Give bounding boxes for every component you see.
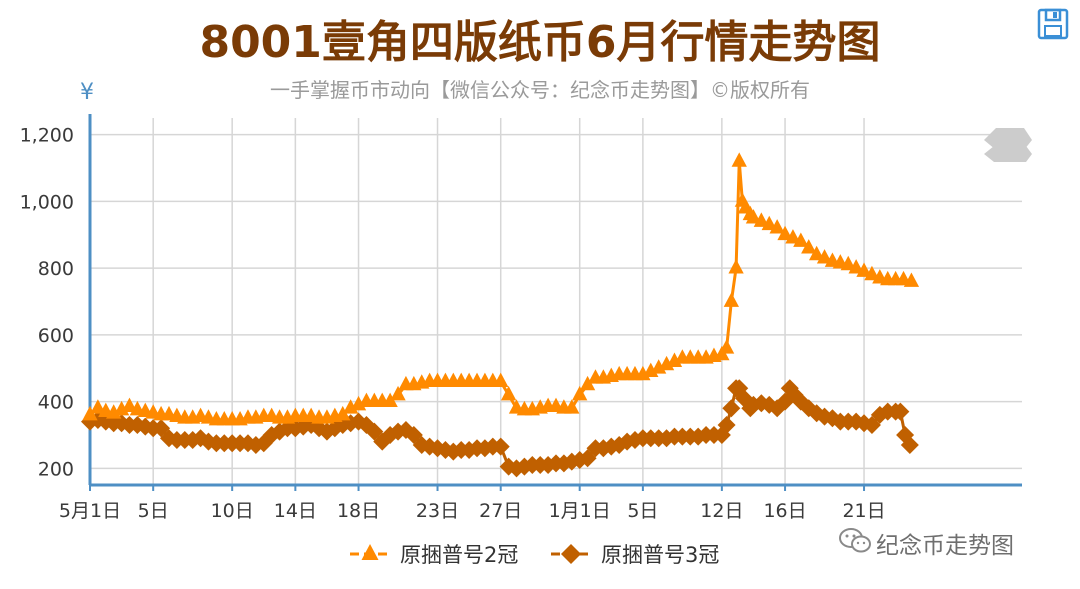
x-tick-label: 16日 xyxy=(763,500,806,522)
data-point xyxy=(808,245,825,261)
data-point xyxy=(761,215,777,231)
legend-label: 原捆普号3冠 xyxy=(601,543,719,567)
data-point xyxy=(785,229,801,244)
x-tick-label: 5日 xyxy=(627,500,658,522)
x-tick-label: 1月1日 xyxy=(549,500,611,522)
data-point xyxy=(903,272,920,287)
data-point xyxy=(769,219,785,234)
data-point xyxy=(864,265,880,281)
data-point xyxy=(816,249,833,264)
x-tick-label: 5月1日 xyxy=(59,500,121,522)
chart-grid xyxy=(89,118,1022,485)
zoom-handle-icon[interactable] xyxy=(984,128,1032,162)
y-tick-label: 200 xyxy=(38,458,74,480)
chart-title: 8001壹角四版纸币6月行情走势图 xyxy=(199,17,881,68)
data-point xyxy=(753,212,770,227)
y-axis-unit: ¥ xyxy=(80,80,94,105)
y-tick-label: 800 xyxy=(38,258,74,280)
data-point xyxy=(335,405,351,421)
x-tick-label: 10日 xyxy=(211,500,254,522)
legend-item-1[interactable]: 原捆普号2冠 xyxy=(350,543,518,567)
data-point xyxy=(493,372,509,387)
y-tick-label: 600 xyxy=(38,325,74,347)
data-point xyxy=(90,399,106,414)
series-1 xyxy=(82,152,920,426)
wechat-icon xyxy=(839,528,871,553)
chart-series xyxy=(81,152,920,478)
x-tick-label: 27日 xyxy=(479,500,522,522)
x-tick-label: 12日 xyxy=(700,500,743,522)
chart-legend: 原捆普号2冠 原捆普号3冠 xyxy=(350,543,719,567)
data-point xyxy=(722,399,741,418)
data-point xyxy=(500,385,517,401)
data-point xyxy=(82,405,98,421)
chart-axes: 200 400 600 800 1,000 1,200 5月1日 5日 10日 14日 18日 23日… xyxy=(20,114,1022,522)
data-point xyxy=(891,402,910,421)
data-point xyxy=(840,255,856,271)
data-point xyxy=(390,385,406,401)
legend-marker xyxy=(361,544,379,560)
x-tick-label: 21日 xyxy=(842,500,885,522)
data-point xyxy=(731,152,747,167)
data-point xyxy=(856,262,872,277)
series-2 xyxy=(81,379,919,478)
data-point xyxy=(848,259,864,274)
data-point xyxy=(718,339,735,354)
chart-subtitle: 一手掌握币市动向【微信公众号：纪念币走势图】©版权所有 xyxy=(270,78,810,102)
data-point xyxy=(564,399,580,414)
watermark: 纪念币走势图 xyxy=(876,533,1014,559)
data-point xyxy=(900,435,919,454)
x-tick-label: 5日 xyxy=(138,500,169,522)
x-tick-label: 23日 xyxy=(416,500,459,522)
legend-label: 原捆普号2冠 xyxy=(400,543,518,567)
data-point xyxy=(579,375,596,391)
y-tick-label: 1,000 xyxy=(20,191,74,213)
y-tick-label: 1,200 xyxy=(20,125,74,147)
x-tick-label: 18日 xyxy=(337,500,380,522)
save-icon[interactable] xyxy=(1037,8,1069,40)
legend-marker xyxy=(561,544,581,564)
data-point xyxy=(801,239,817,254)
x-tick-label: 14日 xyxy=(274,500,317,522)
data-point xyxy=(793,232,809,247)
data-point xyxy=(777,225,793,241)
data-point xyxy=(121,397,138,412)
data-point xyxy=(745,209,762,224)
data-point xyxy=(491,437,510,456)
data-point xyxy=(717,415,736,434)
data-point xyxy=(728,259,744,274)
legend-item-2[interactable]: 原捆普号3冠 xyxy=(551,543,719,567)
data-point xyxy=(382,392,398,407)
data-point xyxy=(723,292,739,307)
data-point xyxy=(572,385,588,401)
y-tick-label: 400 xyxy=(38,392,74,414)
